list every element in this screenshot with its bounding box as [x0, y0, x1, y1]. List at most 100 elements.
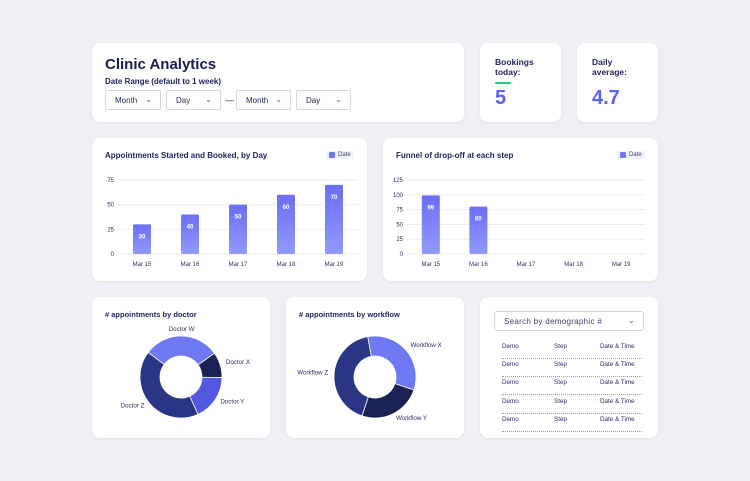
from-day-select[interactable]: Day ⌄	[166, 90, 221, 110]
table-row[interactable]: Demo Step Date & Time	[502, 396, 642, 414]
from-day-value: Day	[176, 96, 191, 105]
table-cell: Step	[554, 397, 567, 405]
from-month-select[interactable]: Month ⌄	[105, 90, 161, 110]
demographic-table-card: Search by demographic # ⌄ Demo Step Date &…	[480, 297, 658, 438]
table-cell: Step	[554, 415, 567, 423]
appointments-chart-title: Appointments Started and Booked, by Day	[105, 151, 268, 160]
bookings-today-value: 5	[495, 87, 507, 109]
bookings-label-line-1: Bookings	[495, 57, 534, 67]
slice-label-bg	[112, 400, 148, 410]
header-card: Clinic Analytics Date Range (default to …	[92, 43, 464, 122]
to-month-select[interactable]: Month ⌄	[236, 90, 291, 110]
slice-label: Workflow Z	[297, 370, 328, 377]
bar	[133, 224, 151, 254]
bookings-label-line-2: today:	[495, 67, 521, 77]
bar-value-label: 60	[283, 205, 290, 211]
x-tick-label: Mar 15	[421, 262, 440, 268]
doctor-donut-chart: Doctor W Doctor X Doctor Y Doctor Z	[112, 324, 258, 419]
to-month-value: Month	[246, 96, 269, 105]
legend-label: Date	[629, 152, 642, 158]
y-tick-label: 75	[107, 178, 114, 184]
table-cell: Step	[554, 361, 567, 369]
to-day-select[interactable]: Day ⌄	[296, 90, 351, 110]
bar-value-label: 30	[139, 234, 146, 240]
chevron-down-icon: ⌄	[145, 95, 152, 104]
table-cell: Date & Time	[600, 343, 635, 350]
x-tick-label: Mar 18	[277, 262, 296, 268]
date-range-label: Date Range (default to 1 week)	[105, 77, 222, 86]
bookings-today-card: Bookings today: 5	[480, 43, 561, 122]
slice-label: Workflow X	[411, 342, 442, 349]
y-tick-label: 25	[396, 237, 403, 243]
from-month-value: Month	[115, 96, 138, 105]
y-tick-label: 50	[107, 203, 114, 209]
table-cell: Date & Time	[600, 415, 635, 423]
y-tick-label: 50	[396, 222, 403, 228]
bar	[181, 214, 199, 254]
bar	[421, 195, 440, 254]
x-tick-label: Mar 17	[517, 262, 536, 268]
y-tick-label: 125	[393, 178, 404, 184]
chevron-down-icon: ⌄	[335, 95, 342, 104]
slice-label: Doctor Z	[121, 402, 145, 409]
daily-average-card: Daily average: 4.7	[577, 43, 658, 122]
average-label-line-2: average:	[592, 67, 627, 77]
bar-value-label: 80	[475, 217, 482, 223]
bar-value-label: 70	[331, 195, 338, 201]
pie-slice	[361, 383, 415, 419]
pie-slice	[333, 336, 372, 417]
x-tick-label: Mar 16	[181, 262, 200, 268]
workflow-donut-chart: Workflow X Workflow Y Workflow Z	[289, 335, 450, 423]
bar	[325, 184, 343, 254]
table-row[interactable]: Demo Step Date & Time	[502, 414, 642, 432]
funnel-chart-card: Funnel of drop-off at each step Date 0 25…	[383, 138, 658, 281]
table-cell: Step	[554, 379, 567, 387]
table-cell: Demo	[502, 415, 519, 423]
x-tick-label: Mar 16	[469, 262, 488, 268]
slice-label-bg	[289, 367, 332, 377]
bar-value-label: 99	[427, 205, 434, 211]
appointments-bar-chart: 0 25 50 75 Mar 15 30 Mar 16 40 Mar 17 50 Mar 18 60 M…	[107, 178, 358, 268]
slice-label-bg	[392, 413, 435, 423]
table-cell: Date & Time	[600, 361, 635, 369]
appointments-legend[interactable]: Date	[326, 151, 354, 159]
table-cell: Demo	[502, 397, 519, 405]
doctor-chart-title: # appointments by doctor	[105, 310, 197, 319]
bookings-indicator-line	[495, 82, 511, 84]
bookings-today-label: Bookings today:	[495, 57, 534, 77]
chevron-down-icon: ⌄	[205, 95, 212, 104]
slice-label-bg	[217, 396, 253, 406]
chevron-down-icon: ⌄	[275, 95, 282, 104]
chevron-down-icon: ⌄	[627, 316, 635, 325]
bar-value-label: 50	[235, 215, 242, 221]
table-cell: Date & Time	[600, 397, 635, 405]
to-day-value: Day	[306, 96, 321, 105]
table-cell: Step	[554, 343, 567, 350]
table-cell: Demo	[502, 361, 519, 369]
demographic-search-select[interactable]: Search by demographic # ⌄	[494, 311, 644, 331]
x-tick-label: Mar 15	[133, 262, 152, 268]
search-placeholder: Search by demographic #	[504, 317, 603, 326]
slice-label-bg	[222, 357, 258, 367]
table-cell: Demo	[502, 343, 519, 350]
funnel-legend[interactable]: Date	[617, 151, 645, 159]
table-row[interactable]: Demo Step Date & Time	[502, 377, 642, 396]
x-tick-label: Mar 19	[325, 262, 344, 268]
slice-label-bg	[407, 340, 450, 350]
y-tick-label: 0	[111, 252, 115, 258]
table-row[interactable]: Demo Step Date & Time	[502, 341, 642, 359]
page-title: Clinic Analytics	[105, 56, 217, 73]
x-tick-label: Mar 17	[229, 262, 248, 268]
legend-label: Date	[338, 152, 351, 158]
bar	[229, 204, 247, 254]
table-row[interactable]: Demo Step Date & Time	[502, 359, 642, 378]
bar-value-label: 40	[187, 225, 194, 231]
funnel-chart-title: Funnel of drop-off at each step	[396, 151, 514, 160]
bar	[277, 194, 295, 254]
x-tick-label: Mar 18	[564, 262, 583, 268]
funnel-bar-chart: 0 25 50 75 100 125 Mar 15 99 Mar 16 80 Mar 17 Mar 1…	[393, 178, 645, 268]
slice-label: Doctor W	[169, 326, 195, 333]
doctor-chart-card: # appointments by doctor Doctor W Doctor …	[92, 297, 270, 438]
daily-average-value: 4.7	[592, 87, 620, 109]
y-tick-label: 75	[396, 208, 403, 214]
